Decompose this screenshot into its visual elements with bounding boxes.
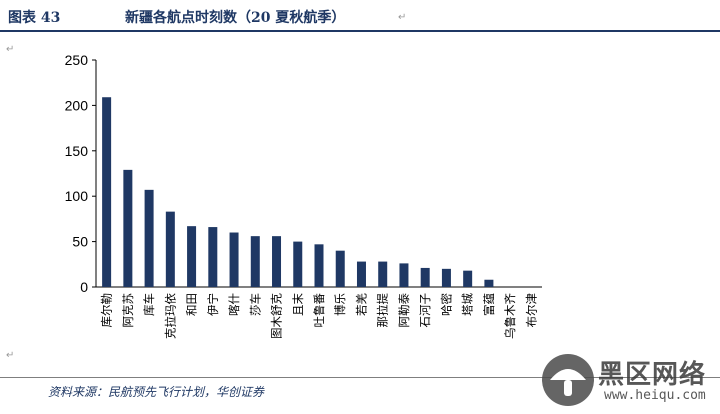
bar [102, 97, 112, 287]
x-tick-label: 布尔津 [524, 293, 538, 328]
bar [420, 267, 430, 287]
bar [463, 270, 473, 287]
x-tick-label: 石河子 [418, 293, 432, 328]
footer-divider [0, 377, 720, 378]
bar [399, 263, 409, 287]
bar [208, 227, 218, 287]
paragraph-mark-icon: ↵ [6, 350, 15, 361]
x-tick-label: 博乐 [333, 293, 347, 316]
x-tick-label: 喀什 [227, 293, 241, 316]
y-tick-label: 50 [72, 234, 88, 250]
bar [314, 244, 324, 287]
bar [356, 261, 366, 287]
x-tick-label: 哈密 [439, 293, 453, 316]
bar [378, 261, 388, 287]
watermark: 黑区网络 www.heiqu.com [540, 352, 715, 408]
figure-label: 图表 43 [8, 10, 61, 26]
watermark-text: 黑区网络 [598, 360, 707, 390]
x-tick-label: 和田 [185, 293, 199, 316]
x-tick-label: 乌鲁木齐 [503, 293, 517, 339]
x-tick-label: 莎车 [248, 293, 262, 316]
x-tick-label: 克拉玛依 [163, 293, 177, 339]
bar [484, 279, 494, 287]
figure-header: 图表 43 新疆各航点时刻数（20 夏秋航季） ↵ [0, 0, 720, 34]
x-tick-label: 且末 [291, 293, 305, 316]
bar [250, 236, 260, 287]
bar [187, 226, 197, 287]
paragraph-mark-icon: ↵ [6, 44, 15, 55]
bar [441, 268, 451, 287]
bar [272, 236, 282, 287]
x-tick-label: 伊宁 [206, 293, 220, 316]
bar-chart: 0 50 100 150 200 250 库尔勒 阿克苏 库车 克拉玛依 和田 伊宁 喀什 莎车 图木舒克且… [65, 52, 542, 339]
y-tick-label: 250 [65, 52, 89, 68]
bar [123, 169, 133, 287]
bar [229, 232, 239, 287]
y-tick-label: 100 [65, 188, 89, 204]
x-tick-label: 图木舒克 [270, 293, 284, 339]
x-tick-label: 库尔勒 [100, 293, 114, 328]
title-divider [0, 30, 720, 32]
x-tick-label: 富蕴 [482, 293, 496, 316]
x-tick-label: 阿勒泰 [397, 293, 411, 328]
y-tick-label: 0 [80, 279, 88, 295]
paragraph-mark-icon: ↵ [398, 12, 407, 23]
mushroom-logo-icon [542, 354, 594, 406]
bar [335, 250, 345, 287]
bar [165, 211, 175, 287]
x-tick-label: 库车 [142, 293, 156, 316]
x-tick-label: 那拉提 [376, 293, 390, 328]
figure-title: 新疆各航点时刻数（20 夏秋航季） [125, 10, 346, 26]
bar [144, 189, 154, 287]
y-tick-label: 200 [65, 97, 89, 113]
bar [293, 241, 303, 287]
x-tick-label: 若羌 [354, 293, 368, 316]
x-tick-label: 阿克苏 [121, 293, 135, 328]
source-note: 资料来源：民航预先飞行计划，华创证券 [48, 385, 265, 399]
watermark-url: www.heiqu.com [604, 388, 706, 403]
y-tick-label: 150 [65, 143, 89, 159]
x-tick-label: 吐鲁番 [312, 293, 326, 328]
x-tick-label: 塔城 [461, 293, 475, 316]
